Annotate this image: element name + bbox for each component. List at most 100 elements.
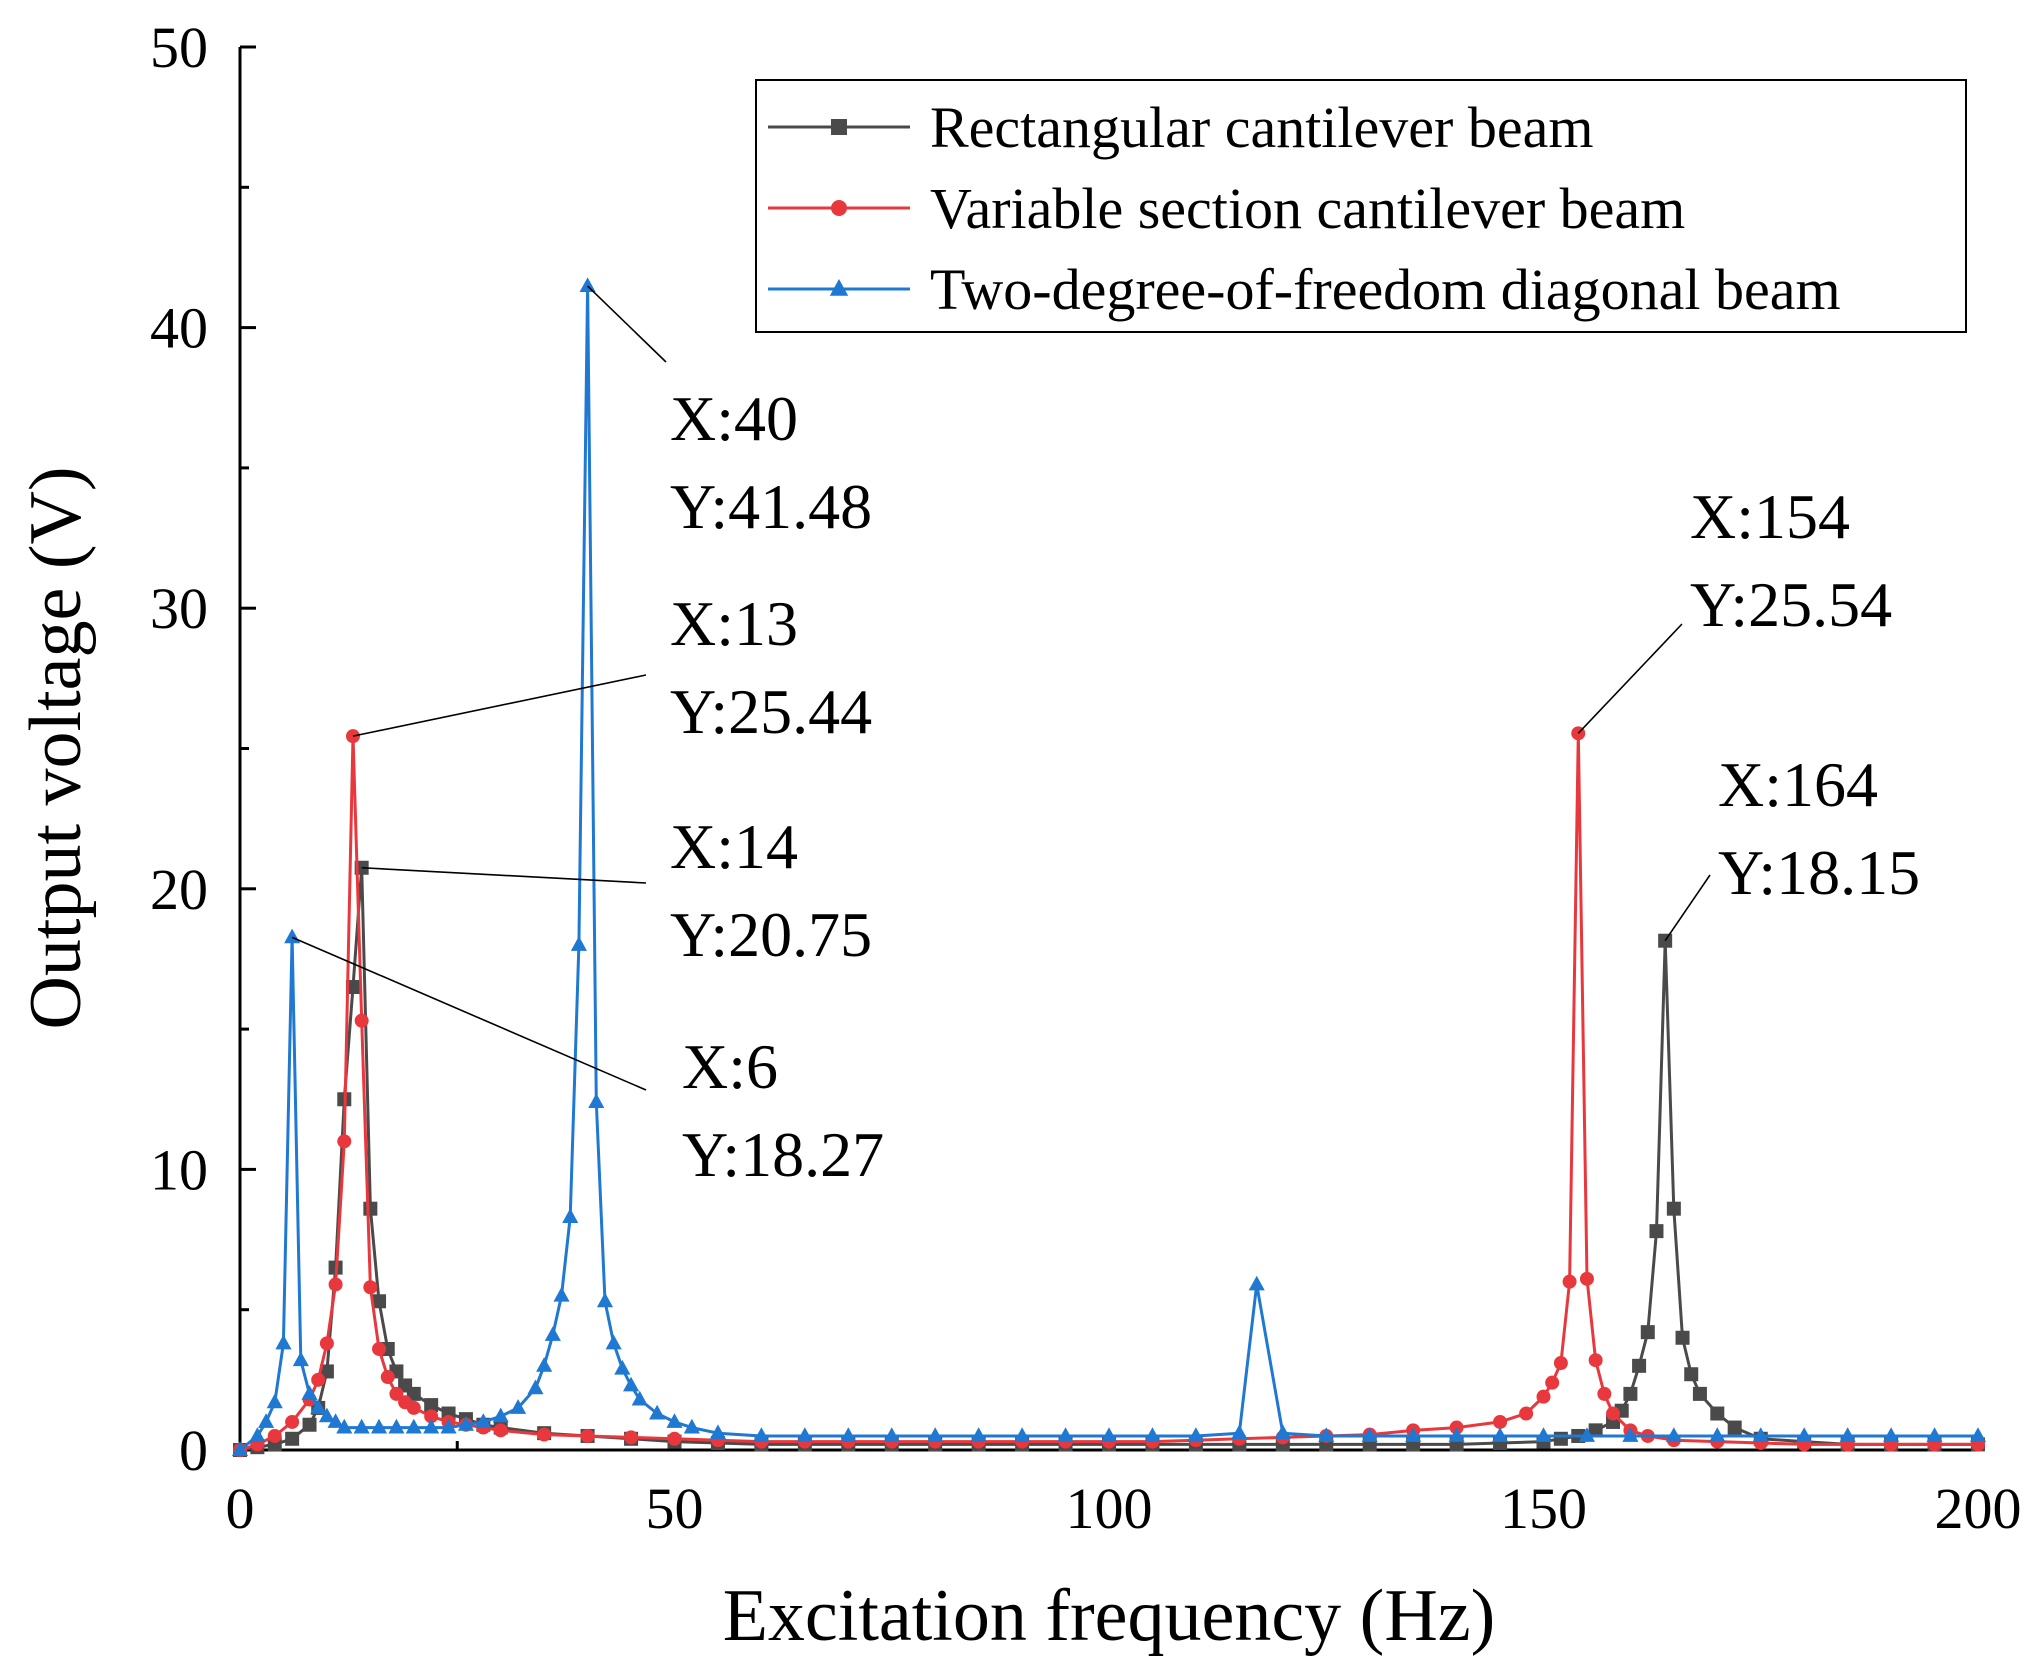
data-point-triangle	[1578, 1427, 1595, 1442]
data-point-circle	[1545, 1375, 1560, 1390]
data-point-circle	[1588, 1353, 1603, 1368]
annotation-x-label: X:164	[1718, 749, 1878, 820]
data-point-triangle	[1752, 1427, 1769, 1442]
data-point-triangle	[1248, 1275, 1265, 1291]
data-point-circle	[831, 200, 847, 216]
annotation-peak-13: X:13 Y:25.44	[352, 588, 872, 747]
y-axis-title: Output voltage (V)	[15, 466, 97, 1029]
legend-item: Variable section cantilever beam	[768, 176, 1685, 241]
annotation-y-label: Y:20.75	[670, 899, 872, 970]
data-point-triangle	[623, 1376, 640, 1392]
data-point-square	[1632, 1358, 1647, 1373]
data-point-triangle	[588, 1093, 605, 1109]
data-point-triangle	[1187, 1427, 1204, 1442]
data-point-square	[1588, 1423, 1603, 1438]
y-tick-label: 40	[150, 296, 208, 361]
data-point-triangle	[666, 1413, 683, 1428]
data-point-square	[345, 980, 360, 995]
annotation-y-label: Y:18.27	[682, 1119, 884, 1190]
data-point-triangle	[631, 1390, 648, 1406]
data-point-triangle	[544, 1326, 561, 1341]
data-point-triangle	[553, 1286, 570, 1302]
data-point-circle	[580, 1428, 595, 1443]
annotation-x-label: X:40	[670, 383, 798, 454]
data-point-triangle	[1274, 1424, 1291, 1440]
data-point-circle	[1562, 1274, 1577, 1289]
data-point-circle	[319, 1336, 334, 1351]
data-point-triangle	[1448, 1427, 1465, 1442]
data-point-triangle	[596, 1292, 614, 1308]
x-tick-label: 100	[1066, 1476, 1153, 1541]
data-point-triangle	[318, 1407, 335, 1423]
data-point-triangle	[1796, 1427, 1813, 1442]
x-tick-label: 0	[226, 1476, 255, 1541]
data-point-triangle	[1839, 1427, 1856, 1442]
data-point-triangle	[829, 279, 849, 296]
data-point-triangle	[1969, 1427, 1987, 1442]
data-point-triangle	[840, 1427, 857, 1442]
data-point-circle	[1553, 1356, 1568, 1371]
data-point-circle	[267, 1428, 282, 1443]
annotation-leader	[587, 285, 667, 363]
data-point-triangle	[310, 1399, 327, 1414]
annotation-x-label: X:6	[682, 1031, 778, 1102]
data-point-circle	[311, 1372, 326, 1387]
data-point-square	[1640, 1325, 1655, 1340]
data-point-triangle	[258, 1413, 275, 1428]
x-tick-label: 150	[1500, 1476, 1587, 1541]
data-point-triangle	[709, 1424, 726, 1440]
x-axis-title: Excitation frequency (Hz)	[723, 1575, 1496, 1657]
data-point-triangle	[649, 1404, 666, 1420]
data-point-triangle	[353, 1418, 370, 1434]
data-point-square	[406, 1386, 421, 1401]
y-tick-label: 30	[150, 576, 208, 641]
legend: Rectangular cantilever beam Variable sect…	[755, 79, 1967, 333]
legend-label: Two-degree-of-freedom diagonal beam	[930, 257, 1841, 322]
data-point-triangle	[1665, 1427, 1682, 1442]
annotation-leader	[352, 674, 647, 737]
annotation-y-label: Y:25.54	[1690, 569, 1892, 640]
data-point-triangle	[1014, 1427, 1031, 1442]
y-tick-label: 50	[150, 15, 208, 80]
data-point-triangle	[388, 1418, 405, 1434]
annotations: X:40 Y:41.48 X:13 Y:25.44 X:14 Y:20.75 X:6 Y:18…	[291, 285, 1920, 1190]
annotation-leader	[361, 866, 647, 884]
data-point-triangle	[1318, 1427, 1335, 1442]
data-point-circle	[1536, 1389, 1551, 1404]
data-point-triangle	[510, 1399, 527, 1414]
annotation-peak-14: X:14 Y:20.75	[361, 811, 872, 970]
data-point-circle	[424, 1409, 439, 1424]
data-point-square	[1710, 1406, 1725, 1421]
data-point-triangle	[275, 1334, 292, 1350]
x-tick-label: 50	[646, 1476, 704, 1541]
data-point-triangle	[1926, 1427, 1943, 1442]
data-point-triangle	[249, 1427, 266, 1442]
data-point-triangle	[527, 1379, 544, 1395]
legend-item: Two-degree-of-freedom diagonal beam	[768, 257, 1841, 322]
y-tick-label: 0	[179, 1418, 208, 1483]
data-point-square	[1553, 1431, 1568, 1446]
data-point-triangle	[683, 1418, 700, 1434]
data-point-triangle	[579, 277, 596, 293]
data-point-square	[1692, 1386, 1707, 1401]
data-point-triangle	[423, 1418, 440, 1434]
data-point-square	[1623, 1386, 1638, 1401]
data-point-triangle	[1709, 1427, 1726, 1442]
data-point-circle	[337, 1134, 352, 1149]
data-point-square	[285, 1431, 300, 1446]
data-point-triangle	[796, 1427, 813, 1442]
data-point-triangle	[336, 1418, 353, 1434]
annotation-y-label: Y:25.44	[670, 676, 872, 747]
data-point-triangle	[292, 1351, 309, 1367]
data-point-triangle	[605, 1334, 622, 1350]
data-point-triangle	[1405, 1427, 1422, 1442]
annotation-y-label: Y:18.15	[1718, 837, 1920, 908]
data-point-triangle	[301, 1385, 318, 1400]
series-line	[239, 866, 1978, 1452]
data-point-circle	[406, 1400, 421, 1415]
series-3	[231, 277, 1987, 1456]
data-point-square	[831, 119, 847, 135]
annotation-peak-154: X:154 Y:25.54	[1577, 481, 1892, 734]
data-point-triangle	[1057, 1427, 1074, 1442]
